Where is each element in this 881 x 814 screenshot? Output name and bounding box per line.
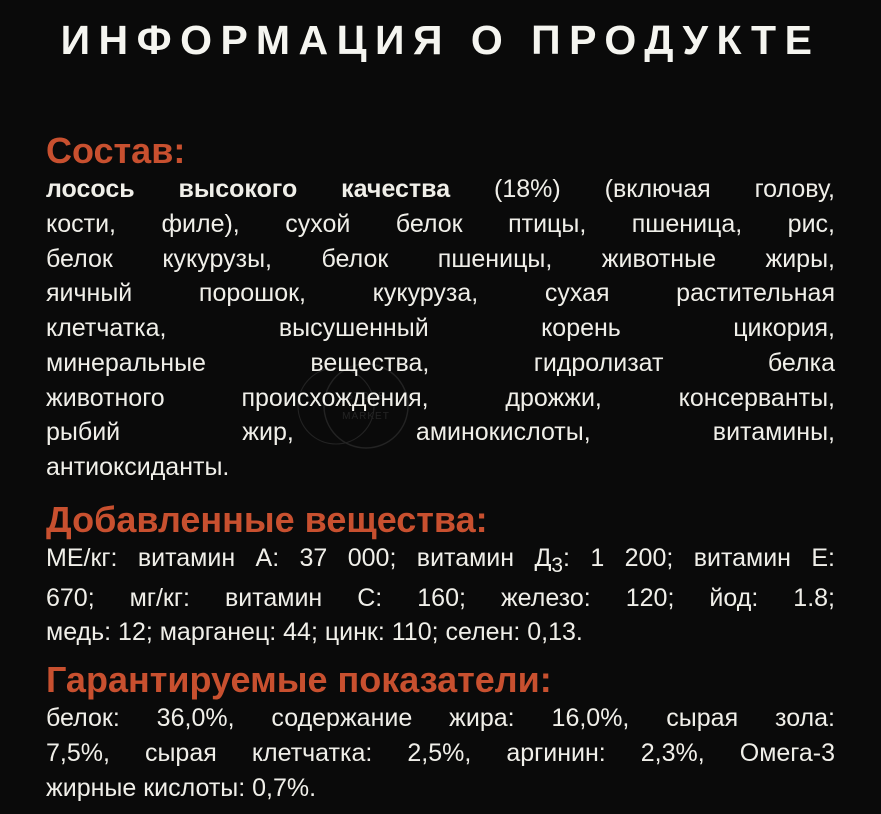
svg-text:STORE: STORE [346, 391, 385, 402]
